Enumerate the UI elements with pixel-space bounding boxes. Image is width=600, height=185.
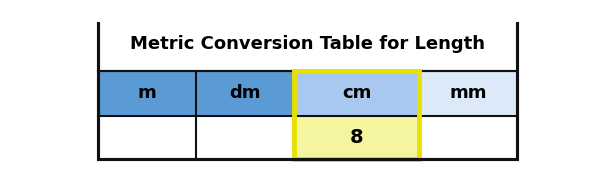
Text: 8: 8	[350, 128, 363, 147]
Bar	[196, 71, 294, 116]
Bar	[419, 116, 517, 159]
Bar	[419, 71, 517, 116]
Bar	[294, 71, 419, 116]
Bar	[98, 16, 517, 71]
Bar	[294, 71, 419, 159]
Text: m: m	[138, 84, 157, 102]
Text: cm: cm	[342, 84, 371, 102]
Bar	[294, 116, 419, 159]
Text: Metric Conversion Table for Length: Metric Conversion Table for Length	[130, 35, 485, 53]
Bar	[98, 116, 196, 159]
Bar	[196, 116, 294, 159]
Bar	[98, 71, 196, 116]
Text: mm: mm	[449, 84, 487, 102]
Text: dm: dm	[229, 84, 261, 102]
